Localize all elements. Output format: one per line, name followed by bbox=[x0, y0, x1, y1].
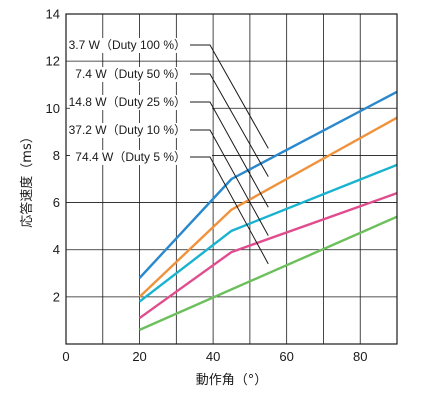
series-line-2 bbox=[138, 116, 398, 298]
callout-leader-3 bbox=[190, 101, 269, 208]
callout-background bbox=[70, 150, 212, 165]
series-line-4 bbox=[138, 192, 398, 320]
x-tick-label: 60 bbox=[279, 349, 293, 364]
x-tick-label: 0 bbox=[62, 349, 69, 364]
callout-leader-2 bbox=[190, 73, 269, 177]
x-tick-label: 20 bbox=[132, 349, 146, 364]
y-axis-title: 応答速度（ms） bbox=[19, 130, 35, 227]
callout-background bbox=[70, 123, 212, 138]
x-tick-label: 80 bbox=[353, 349, 367, 364]
callout-leader-5 bbox=[190, 156, 269, 265]
callouts: 3.7 W（Duty 100 %） 7.4 W（Duty 50 %） 14.8 W（… bbox=[69, 38, 269, 265]
y-tick-label: 2 bbox=[53, 289, 60, 304]
callout-background bbox=[70, 95, 212, 110]
series-line-5 bbox=[139, 215, 398, 331]
callout-label-2: 7.4 W（Duty 50 %） bbox=[75, 67, 186, 81]
y-tick-label: 12 bbox=[46, 54, 60, 69]
callout-label-3: 14.8 W（Duty 25 %） bbox=[69, 95, 186, 109]
tick-labels: 0 20 40 60 80 2 4 6 8 10 12 14 bbox=[46, 7, 368, 365]
callout-label-4: 37.2 W（Duty 10 %） bbox=[69, 123, 186, 137]
plot-frame bbox=[65, 13, 398, 345]
y-tick-label: 10 bbox=[46, 101, 60, 116]
y-tick-label: 6 bbox=[53, 195, 60, 210]
callout-background bbox=[70, 67, 212, 82]
callout-leader-1 bbox=[190, 44, 269, 149]
x-axis-title: 動作角（°） bbox=[196, 373, 268, 388]
callout-background bbox=[70, 38, 212, 53]
x-tick-label: 40 bbox=[206, 349, 220, 364]
y-tick-label: 4 bbox=[53, 242, 60, 257]
y-tick-label: 8 bbox=[53, 148, 60, 163]
callout-leader-4 bbox=[190, 129, 269, 236]
y-tick-label: 14 bbox=[46, 7, 60, 22]
callout-label-1: 3.7 W（Duty 100 %） bbox=[69, 38, 186, 52]
series-lines bbox=[138, 90, 398, 331]
callout-label-5: 74.4 W（Duty 5 %） bbox=[75, 150, 186, 164]
series-line-1 bbox=[138, 90, 398, 279]
series-line-3 bbox=[138, 163, 398, 303]
